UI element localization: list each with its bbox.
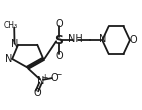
Text: N: N (11, 39, 19, 49)
Text: O: O (55, 19, 63, 29)
Text: N: N (37, 76, 44, 86)
Text: O: O (50, 73, 58, 82)
Text: N: N (99, 34, 106, 44)
Text: O: O (33, 88, 41, 98)
Text: NH: NH (68, 34, 83, 44)
Text: S: S (54, 34, 63, 47)
Text: +: + (42, 73, 48, 82)
Text: O: O (55, 51, 63, 61)
Text: O: O (130, 35, 137, 45)
Text: CH₃: CH₃ (4, 21, 18, 30)
Text: −: − (55, 70, 62, 79)
Text: N: N (5, 54, 12, 64)
